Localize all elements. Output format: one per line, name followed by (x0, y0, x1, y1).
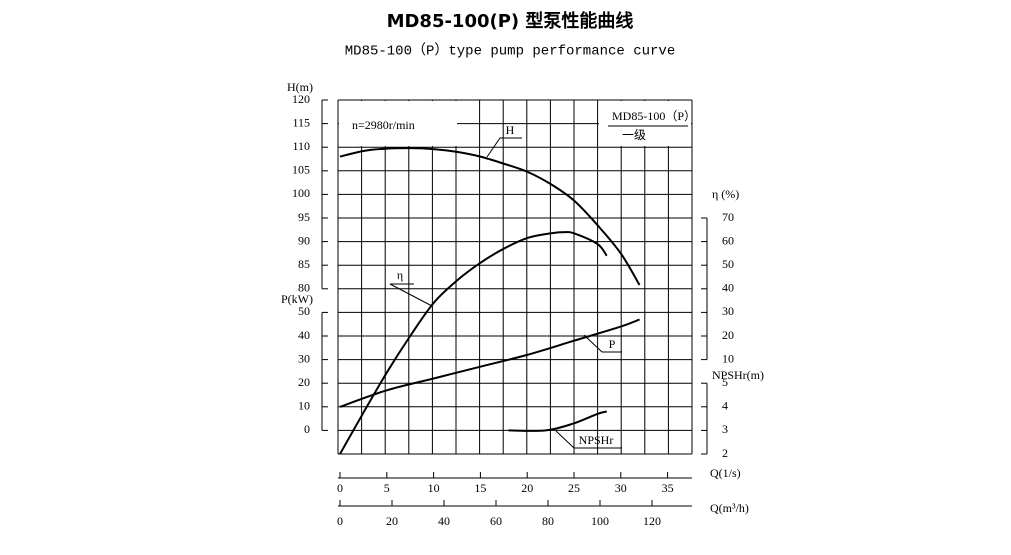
speed-label: n=2980r/min (352, 118, 415, 132)
curve-label: NPSHr (579, 433, 614, 447)
axis-title: η (%) (712, 187, 739, 201)
x-tick-label: 10 (428, 481, 440, 495)
axis-title: NPSHr(m) (712, 368, 764, 382)
y-tick-label: 90 (298, 233, 310, 247)
axis-title: H(m) (287, 80, 313, 94)
x-tick-label: 15 (474, 481, 486, 495)
y-tick-label: 115 (292, 115, 310, 129)
leader-line (555, 430, 622, 449)
y-tick-label: 85 (298, 257, 310, 271)
y-tick-label: 3 (722, 422, 728, 436)
y-tick-label: 10 (722, 351, 734, 365)
y-tick-label: 2 (722, 446, 728, 460)
leader-line (389, 283, 433, 307)
y-tick-label: 105 (292, 163, 310, 177)
x-tick-label: 20 (386, 514, 398, 528)
y-tick-label: 110 (292, 139, 310, 153)
y-tick-label: 100 (292, 186, 310, 200)
curve (339, 147, 641, 286)
y-tick-label: 20 (722, 328, 734, 342)
x-tick-label: 25 (568, 481, 580, 495)
x-tick-label: 120 (643, 514, 661, 528)
grid (337, 99, 693, 455)
curve-label: η (397, 268, 403, 282)
y-tick-label: 120 (292, 92, 310, 106)
chart-title: MD85-100(P) 型泵性能曲线 (387, 10, 634, 32)
axis-title: Q(1/s) (710, 466, 741, 480)
y-tick-label: 80 (298, 281, 310, 295)
x-tick-label: 100 (591, 514, 609, 528)
axis-title: P(kW) (281, 292, 313, 306)
x-tick-label: 60 (490, 514, 502, 528)
info-box (339, 101, 457, 146)
axis-title: Q(m³/h) (710, 501, 749, 515)
x-tick-label: 80 (542, 514, 554, 528)
curve (339, 318, 640, 408)
y-tick-label: 0 (304, 422, 310, 436)
y-tick-label: 95 (298, 210, 310, 224)
leader-line (486, 137, 522, 158)
curve (339, 231, 608, 455)
curve-label: P (609, 337, 616, 351)
leader-line (583, 334, 622, 353)
x-tick-label: 35 (662, 481, 674, 495)
y-tick-label: 30 (722, 304, 734, 318)
y-tick-label: 4 (722, 399, 728, 413)
y-tick-label: 30 (298, 351, 310, 365)
x-tick-label: 5 (384, 481, 390, 495)
chart-subtitle: MD85-100（P）type pump performance curve (345, 43, 675, 60)
y-tick-label: 40 (722, 281, 734, 295)
x-tick-label: 0 (337, 514, 343, 528)
stage-label: 一级 (622, 128, 646, 142)
x-tick-label: 20 (521, 481, 533, 495)
y-tick-label: 60 (722, 233, 734, 247)
y-tick-label: 40 (298, 328, 310, 342)
y-tick-label: 50 (722, 257, 734, 271)
y-tick-label: 70 (722, 210, 734, 224)
y-tick-label: 10 (298, 399, 310, 413)
x-tick-label: 0 (337, 481, 343, 495)
model-box (599, 101, 691, 146)
y-tick-label: 5 (722, 375, 728, 389)
model-label: MD85-100（P） (612, 109, 696, 123)
x-tick-label: 40 (438, 514, 450, 528)
x-tick-label: 30 (615, 481, 627, 495)
curve-label: H (506, 123, 515, 137)
y-tick-label: 50 (298, 304, 310, 318)
y-tick-label: 20 (298, 375, 310, 389)
curve (508, 410, 608, 432)
